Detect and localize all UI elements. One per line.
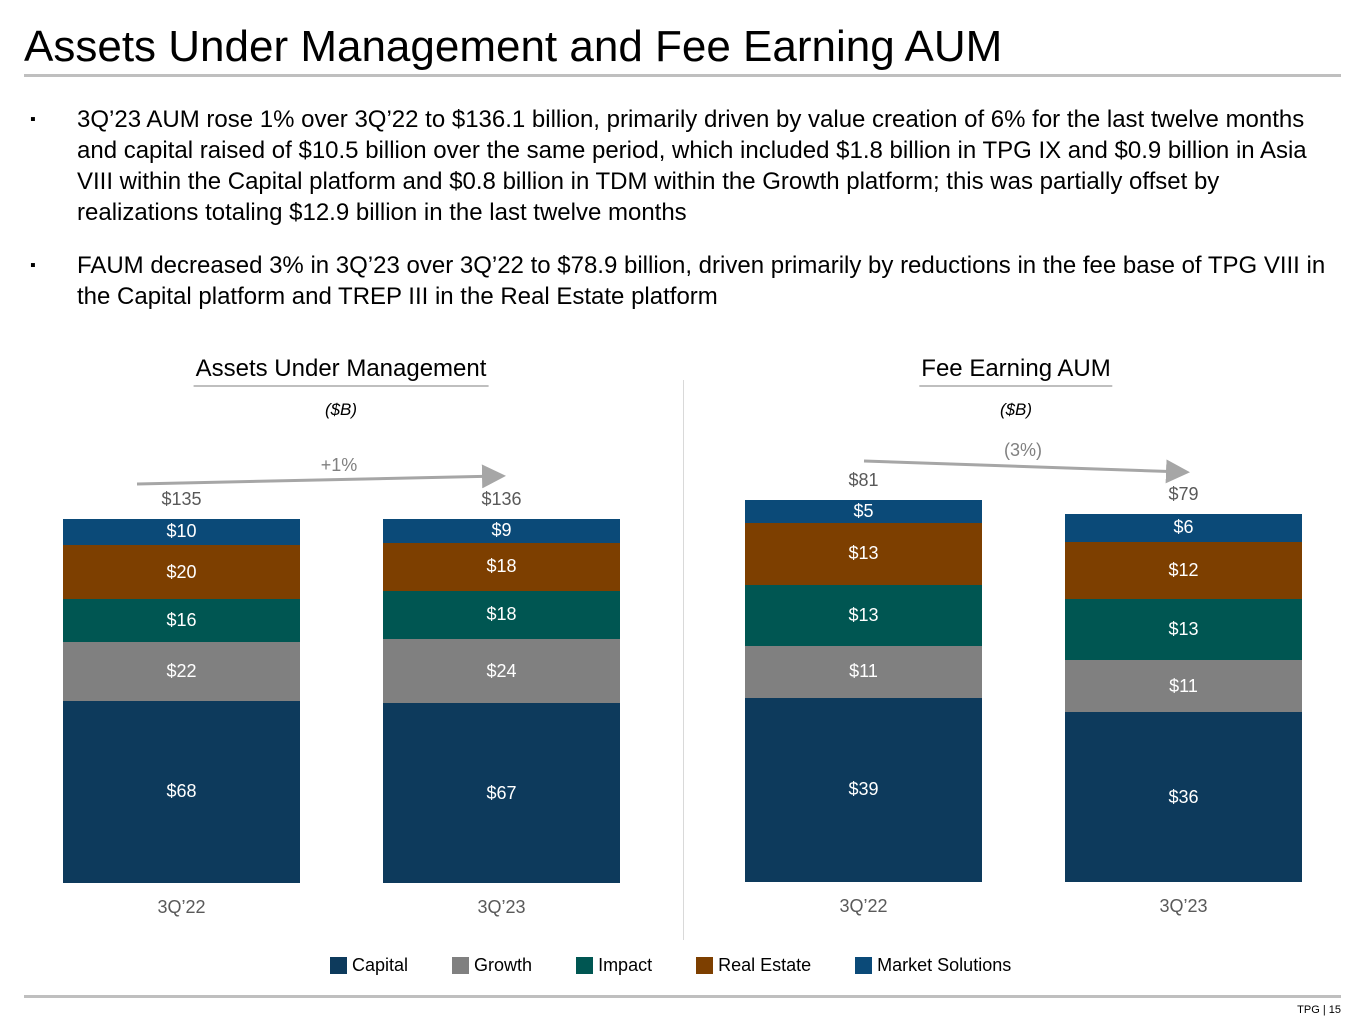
legend-label: Market Solutions (877, 955, 1012, 975)
legend-item-capital: Capital (330, 955, 408, 976)
data-label: $22 (166, 660, 197, 681)
legend-swatch (696, 957, 714, 974)
legend-item-impact: Impact (576, 955, 652, 976)
page-title: Assets Under Management and Fee Earning … (24, 22, 1003, 71)
bar-segment-real-estate: $12 (1065, 542, 1302, 599)
legend-label: Growth (474, 955, 533, 975)
data-label: $9 (491, 520, 512, 541)
bar-segment-capital: $68 (63, 700, 300, 883)
x-tick-label: 3Q’22 (157, 897, 206, 917)
bar-segment-real-estate: $13 (745, 523, 982, 585)
legend-label: Impact (598, 955, 653, 975)
bar-segment-growth: $22 (63, 641, 300, 701)
bar-segment-growth: $11 (745, 646, 982, 698)
legend-item-real-estate: Real Estate (696, 955, 811, 976)
data-label: $36 (1168, 786, 1199, 807)
data-label: $13 (848, 543, 879, 564)
x-tick-label: 3Q’22 (839, 896, 888, 916)
bar-segment-impact: $18 (383, 590, 620, 640)
bullet-text: 3Q’23 AUM rose 1% over 3Q’22 to $136.1 b… (77, 106, 1307, 226)
faum-chart-title: Fee Earning AUM (919, 354, 1113, 387)
page-footer: TPG | 15 (1297, 1004, 1341, 1016)
faum-unit-label: ($B) (999, 400, 1033, 419)
bullet-marker: ▪ (30, 257, 36, 274)
bar-segment-real-estate: $20 (63, 545, 300, 599)
data-label: $13 (848, 604, 879, 625)
data-label: $20 (166, 561, 197, 582)
bar-segment-market-solutions: $9 (383, 518, 620, 543)
data-label: $13 (1168, 618, 1199, 639)
bar-segment-growth: $11 (1065, 660, 1302, 713)
aum-chart-title: Assets Under Management (193, 354, 489, 387)
bullet-text: FAUM decreased 3% in 3Q’23 over 3Q’22 to… (77, 252, 1326, 310)
data-label: $6 (1173, 517, 1194, 538)
chart-divider (683, 380, 684, 940)
bullet-faum: ▪ FAUM decreased 3% in 3Q’23 over 3Q’22 … (30, 250, 1345, 312)
faum-change-arrow (863, 459, 1190, 484)
aum-change-arrow (136, 464, 506, 489)
data-label: $12 (1168, 559, 1199, 580)
data-label: $18 (486, 604, 517, 625)
data-label: $67 (486, 782, 517, 803)
legend-item-growth: Growth (452, 955, 532, 976)
x-tick-label: 3Q’23 (477, 897, 526, 917)
bar-segment-impact: $13 (745, 584, 982, 646)
data-label: $68 (166, 781, 197, 802)
data-label: $5 (853, 500, 874, 521)
bar-segment-market-solutions: $10 (63, 518, 300, 546)
x-tick-label: 3Q’23 (1159, 896, 1208, 916)
faum-change-label: (3%) (1003, 440, 1043, 460)
aum-unit-label: ($B) (324, 400, 358, 419)
data-label: $39 (848, 779, 879, 800)
bar-segment-capital: $39 (745, 697, 982, 882)
bullet-marker: ▪ (30, 111, 36, 128)
bar-total-label: $135 (161, 488, 202, 509)
legend-swatch (855, 957, 873, 974)
bar-segment-market-solutions: $6 (1065, 513, 1302, 543)
legend-swatch (330, 957, 347, 974)
legend-item-market-solutions: Market Solutions (855, 955, 1011, 976)
data-label: $10 (166, 521, 197, 542)
bar-segment-impact: $13 (1065, 598, 1302, 661)
bar-total-label: $81 (848, 469, 879, 490)
bar-segment-capital: $67 (383, 703, 620, 883)
legend-label: Capital (352, 955, 409, 975)
bar-segment-capital: $36 (1065, 712, 1302, 882)
bar-segment-impact: $16 (63, 598, 300, 642)
bar-segment-real-estate: $18 (383, 542, 620, 591)
bar-segment-growth: $24 (383, 639, 620, 704)
data-label: $11 (849, 661, 878, 682)
legend: Capital Growth Impact Real Estate Market Sol… (330, 955, 1055, 976)
title-divider (24, 74, 1341, 77)
legend-swatch (452, 957, 470, 974)
aum-change-label: +1% (320, 455, 358, 475)
data-label: $24 (486, 660, 517, 681)
footer-divider (24, 995, 1341, 998)
legend-label: Real Estate (718, 955, 812, 975)
bullet-aum: ▪ 3Q’23 AUM rose 1% over 3Q’22 to $136.1… (30, 104, 1345, 228)
data-label: $16 (166, 609, 197, 630)
data-label: $18 (486, 556, 517, 577)
data-label: $11 (1169, 675, 1198, 696)
bar-segment-market-solutions: $5 (745, 499, 982, 524)
legend-swatch (576, 957, 594, 974)
bar-total-label: $79 (1168, 483, 1199, 504)
bar-total-label: $136 (481, 488, 522, 509)
